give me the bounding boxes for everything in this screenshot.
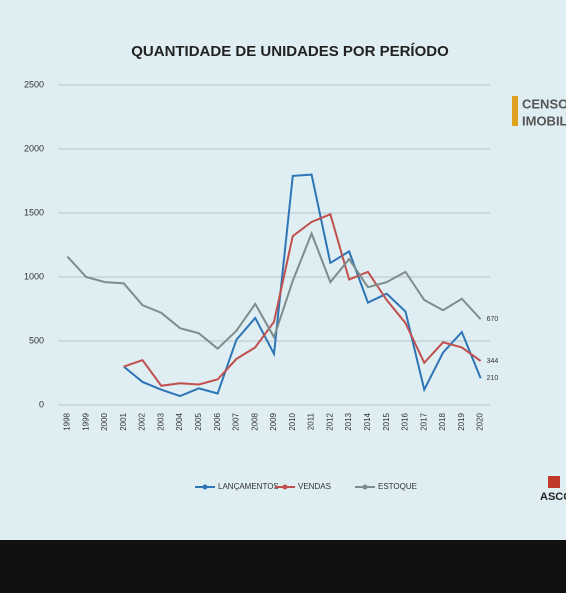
- x-tick-label: 2016: [401, 412, 410, 430]
- x-tick-label: 1999: [81, 412, 90, 430]
- x-tick-label: 2006: [213, 412, 222, 430]
- x-tick-label: 2012: [325, 412, 334, 430]
- legend-label: ESTOQUE: [378, 482, 417, 491]
- x-tick-label: 1998: [63, 412, 72, 430]
- y-tick-label: 1500: [24, 207, 44, 217]
- y-tick-label: 2000: [24, 143, 44, 153]
- y-tick-label: 2500: [24, 79, 44, 89]
- footer-mark: [548, 476, 560, 488]
- x-tick-label: 2002: [138, 412, 147, 430]
- legend-marker: [362, 484, 368, 490]
- x-tick-label: 2017: [419, 412, 428, 430]
- x-tick-label: 2013: [344, 412, 353, 430]
- y-tick-label: 1000: [24, 271, 44, 281]
- x-tick-label: 2004: [175, 412, 184, 430]
- x-tick-label: 2007: [232, 412, 241, 430]
- series-line: [66, 230, 482, 351]
- x-tick-label: 2010: [288, 412, 297, 430]
- footer-logo: ASCO: [540, 491, 566, 503]
- x-tick-label: 2018: [438, 412, 447, 430]
- legend-label: VENDAS: [298, 482, 331, 491]
- legend-marker: [282, 484, 288, 490]
- data-label: 210: [487, 375, 499, 382]
- chart-title: QUANTIDADE DE UNIDADES POR PERÍODO: [131, 43, 449, 60]
- logo-mark: [512, 96, 518, 126]
- data-label: 670: [487, 316, 499, 323]
- x-tick-label: 2014: [363, 412, 372, 430]
- logo-line2: IMOBILI: [522, 113, 566, 128]
- x-tick-label: 2005: [194, 412, 203, 430]
- legend-label: LANÇAMENTOS: [218, 482, 279, 491]
- x-tick-label: 2003: [156, 412, 165, 430]
- y-tick-label: 500: [29, 335, 44, 345]
- x-tick-label: 2000: [100, 412, 109, 430]
- logo-line1: CENSO: [522, 96, 566, 111]
- series-line: [123, 173, 482, 398]
- x-tick-label: 2001: [119, 412, 128, 430]
- x-tick-label: 2009: [269, 412, 278, 430]
- x-tick-label: 2008: [250, 412, 259, 430]
- data-label: 344: [487, 358, 499, 365]
- legend-marker: [202, 484, 208, 490]
- y-tick-label: 0: [39, 399, 44, 409]
- x-tick-label: 2019: [457, 412, 466, 430]
- x-tick-label: 2015: [382, 412, 391, 430]
- x-tick-label: 2011: [307, 412, 316, 430]
- series-line: [123, 212, 482, 387]
- x-tick-label: 2020: [476, 412, 485, 430]
